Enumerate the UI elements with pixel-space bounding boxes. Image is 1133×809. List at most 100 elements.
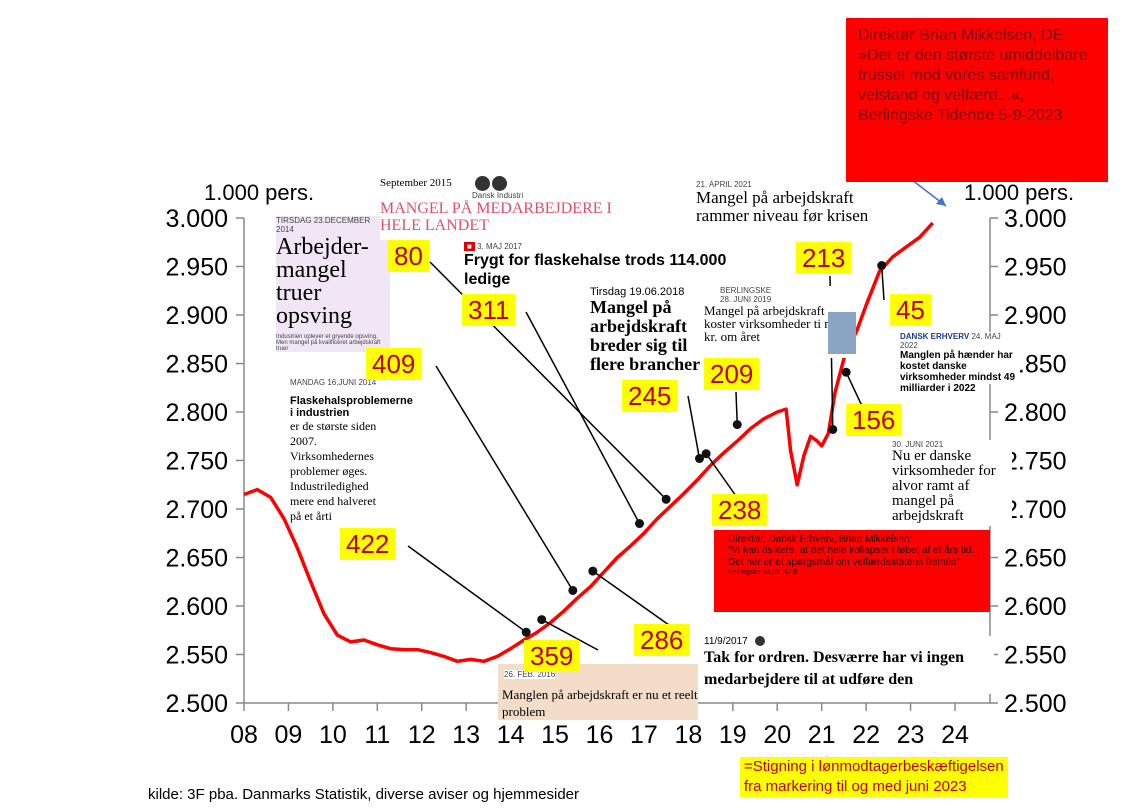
clipping-2022-may: DANSK ERHVERV 24. MAJ 2022 Manglen på hæ… (900, 332, 1020, 394)
clipping-date: Tirsdag 19.06.2018 (590, 286, 685, 298)
quote-source: Berlingske 24.08.2018 (728, 569, 798, 576)
clipping-2021-april: 21. APRIL 2021 Mangel på arbejdskraft ra… (696, 180, 910, 232)
x-tick-label: 22 (852, 721, 880, 749)
marker-label-80: 80 (388, 240, 429, 272)
left-y-tick-label: 2.900 (165, 302, 228, 330)
clipping-date: 28. JUNI 2019 (720, 295, 772, 304)
marker-point (661, 494, 671, 504)
marker-point (841, 367, 851, 377)
clipping-headline: Mangel på arbejdskraft breder sig til fl… (590, 297, 701, 374)
marker-leader-line (541, 618, 599, 651)
x-tick-label: 23 (897, 721, 925, 749)
marker-leader-line (592, 570, 677, 631)
left-y-tick-label: 2.700 (165, 496, 228, 524)
clipping-date: 26. FEB. 2016 (504, 670, 556, 679)
marker-leader-line (435, 365, 574, 591)
source-note: kilde: 3F pba. Danmarks Statistik, diver… (148, 786, 580, 803)
clipping-date: 21. APRIL 2021 (696, 180, 752, 189)
right-y-tick-label: 2.500 (1004, 690, 1067, 718)
right-unit-label: 1.000 pers. (964, 180, 1075, 205)
clipping-source: BERLINGSKE (720, 286, 772, 295)
marker-leader-line (845, 371, 863, 407)
right-y-tick-label: 2.700 (1004, 496, 1067, 524)
quote-text: Direktør Brian Mikkelsen, DE »Det er den… (858, 27, 1088, 124)
photo-thumbnail (828, 312, 856, 354)
clipping-date: 30. JUNI 2021 (892, 440, 944, 449)
series-line-path (243, 221, 935, 664)
clipping-date: 3. MAJ 2017 (477, 242, 522, 251)
clipping-headline: Arbejder-mangel truer opsving (276, 234, 369, 329)
marker-leader-line (880, 265, 885, 301)
clipping-body: Industrien oplever et gryende opsving. M… (276, 334, 381, 352)
clipping-headline: MANGEL PÅ MEDARBEJDERE I HELE LANDET (380, 200, 612, 234)
x-tick-label: 10 (319, 721, 347, 749)
left-y-tick-label: 3.000 (165, 205, 228, 233)
x-tick-label: 14 (497, 721, 525, 749)
di-logo-icon (474, 176, 490, 191)
left-y-tick-label: 2.600 (165, 593, 228, 621)
series-line (243, 221, 935, 664)
clipping-2017-may: ■ 3. MAJ 2017 Frygt for flaskehalse trod… (464, 242, 734, 294)
left-unit-label: 1.000 pers. (204, 180, 315, 205)
marker-leader-line (705, 453, 737, 497)
clipping-2018-june: Tirsdag 19.06.2018 Mangel på arbejdskraf… (590, 286, 702, 378)
right-y-tick-label: 2.800 (1004, 399, 1067, 427)
right-y-tick-label: 2.550 (1004, 642, 1067, 670)
marker-label-409: 409 (366, 348, 422, 380)
marker-leader-line (525, 311, 641, 524)
legend-note: =Stigning i lønmodtagerbeskæftigelsen fr… (740, 757, 1008, 797)
x-tick-label: 21 (808, 721, 836, 749)
quote-title: Direktør, Dansk Erhverv, Brian Mikkelsen… (728, 534, 913, 545)
x-tick-label: 17 (630, 721, 658, 749)
x-tick-label: 20 (763, 721, 791, 749)
clipping-org: Dansk Industri (472, 191, 524, 200)
right-y-tick-label: 3.000 (1004, 205, 1067, 233)
marker-label-156: 156 (846, 404, 902, 436)
marker-leader-line (735, 391, 739, 425)
marker-point (634, 519, 644, 529)
clipping-source: DANSK ERHVERV (900, 332, 970, 341)
marker-label-213: 213 (796, 242, 852, 274)
marker-label-245: 245 (622, 380, 678, 412)
x-tick-label: 16 (586, 721, 614, 749)
right-y-tick-label: 2.750 (1004, 448, 1067, 476)
x-tick-label: 11 (364, 721, 390, 749)
quote-arrow-head-icon (936, 197, 946, 206)
clipping-headline: Nu er danske virksomheder for alvor ramt… (892, 448, 996, 524)
marker-leader-line (687, 395, 701, 459)
marker-point (588, 566, 598, 576)
clipping-date: MANDAG 16.JUNI 2014 (290, 378, 377, 387)
clipping-headline: Manglen på arbejdskraft er nu et reelt p… (502, 687, 698, 719)
clipping-2019-june: BERLINGSKE 28. JUNI 2019 Mangel på arbej… (704, 286, 856, 358)
axes: 2.500 2.500 2.550 2.550 2.600 2.600 2.650 2.650… (165, 205, 1066, 749)
clipping-headline: Mangel på arbejdskraft rammer niveau før… (696, 188, 869, 225)
clipping-date: 24. MAJ 2022 (900, 332, 1001, 350)
x-tick-label: 13 (452, 721, 480, 749)
clipping-2021-june: 30. JUNI 2021 Nu er danske virksomheder … (892, 440, 1012, 526)
x-tick-label: 15 (541, 721, 569, 749)
clipping-headline: Tak for ordren. Desværre har vi ingen me… (704, 649, 965, 688)
marker-label-311: 311 (462, 294, 516, 326)
right-y-tick-label: 2.950 (1004, 254, 1067, 282)
quote-box-top: Direktør Brian Mikkelsen, DE »Det er den… (846, 18, 1108, 182)
marker-point (521, 627, 531, 637)
marker-leader-line (407, 545, 527, 633)
clipping-date: September 2015 (380, 177, 452, 190)
x-tick-label: 19 (719, 721, 747, 749)
quote-text: "Vi kan risikere, at det hele kollapser … (728, 545, 975, 568)
clipping-headline: Flaskehalsproblemerne i industrien (290, 395, 413, 419)
clipping-date: TIRSDAG 23.DECEMBER 2014 (276, 216, 371, 234)
clipping-2016-february: 26. FEB. 2016 Manglen på arbejdskraft er… (498, 664, 698, 720)
clipping-2015-september: September 2015 Dansk Industri MANGEL PÅ … (380, 176, 640, 240)
x-tick-label: 18 (674, 721, 702, 749)
clipping-date: 11/9/2017 (704, 636, 748, 647)
marker-label-45: 45 (890, 294, 931, 326)
marker-point (877, 261, 887, 271)
marker-point (537, 615, 547, 625)
clipping-body: er de største siden 2007. Virksomhederne… (290, 419, 377, 523)
x-tick-label: 09 (275, 721, 303, 749)
left-y-tick-label: 2.750 (165, 448, 228, 476)
x-tick-label: 24 (941, 721, 969, 749)
x-tick-label: 12 (408, 721, 436, 749)
